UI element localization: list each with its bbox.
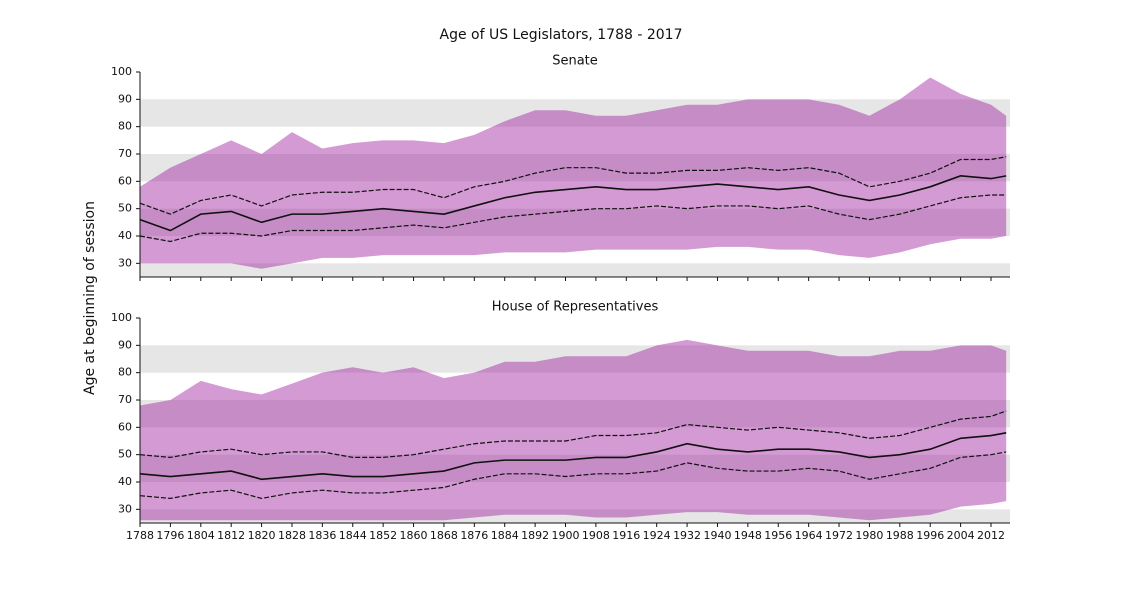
panel-title: Senate <box>552 54 598 69</box>
x-tick-label: 1900 <box>552 529 580 542</box>
y-tick-label: 100 <box>111 311 132 324</box>
background-band <box>140 345 1010 373</box>
x-tick-label: 1940 <box>703 529 731 542</box>
background-band <box>140 509 1010 523</box>
y-axis-label: Age at beginning of session <box>82 201 98 395</box>
quartile-line <box>139 410 1007 459</box>
x-tick-label: 1988 <box>886 529 914 542</box>
x-tick-label: 1852 <box>369 529 397 542</box>
x-tick-label: 1804 <box>187 529 215 542</box>
y-tick-label: 60 <box>118 174 132 187</box>
x-tick-label: 1788 <box>126 529 154 542</box>
y-tick-label: 100 <box>111 65 132 78</box>
background-band <box>140 99 1010 127</box>
median-line <box>139 432 1007 481</box>
x-tick-label: 1916 <box>612 529 640 542</box>
panel-title: House of Representatives <box>492 300 659 315</box>
x-tick-label: 1820 <box>248 529 276 542</box>
y-tick-label: 80 <box>118 366 132 379</box>
x-tick-label: 1924 <box>643 529 671 542</box>
x-tick-label: 1884 <box>491 529 519 542</box>
y-tick-label: 90 <box>118 92 132 105</box>
x-tick-label: 1860 <box>400 529 428 542</box>
x-tick-label: 1932 <box>673 529 701 542</box>
quartile-line <box>139 156 1007 215</box>
y-tick-label: 60 <box>118 420 132 433</box>
x-tick-label: 1908 <box>582 529 610 542</box>
background-band <box>140 263 1010 277</box>
quartile-line <box>139 451 1007 500</box>
x-tick-label: 1972 <box>825 529 853 542</box>
y-tick-label: 50 <box>118 448 132 461</box>
x-tick-label: 1892 <box>521 529 549 542</box>
x-tick-label: 1964 <box>795 529 823 542</box>
y-tick-label: 30 <box>118 502 132 515</box>
x-tick-label: 1868 <box>430 529 458 542</box>
x-tick-label: 2004 <box>947 529 975 542</box>
x-tick-label: 1876 <box>460 529 488 542</box>
age-range-area <box>140 339 1007 521</box>
age-range-area <box>140 77 1007 269</box>
y-tick-label: 90 <box>118 338 132 351</box>
x-tick-label: 1956 <box>764 529 792 542</box>
x-tick-label: 1828 <box>278 529 306 542</box>
x-tick-label: 1948 <box>734 529 762 542</box>
chart-title: Age of US Legislators, 1788 - 2017 <box>440 27 683 43</box>
x-tick-label: 1796 <box>156 529 184 542</box>
quartile-line <box>139 194 1007 243</box>
x-tick-label: 1812 <box>217 529 245 542</box>
y-tick-label: 40 <box>118 229 132 242</box>
y-tick-label: 70 <box>118 393 132 406</box>
y-tick-label: 40 <box>118 475 132 488</box>
median-line <box>139 175 1007 232</box>
y-tick-label: 70 <box>118 147 132 160</box>
x-tick-label: 2012 <box>977 529 1005 542</box>
x-tick-label: 1996 <box>916 529 944 542</box>
y-tick-label: 50 <box>118 202 132 215</box>
y-tick-label: 80 <box>118 120 132 133</box>
x-tick-label: 1980 <box>855 529 883 542</box>
y-tick-label: 30 <box>118 256 132 269</box>
x-tick-label: 1844 <box>339 529 367 542</box>
background-band <box>140 400 1010 428</box>
x-tick-label: 1836 <box>308 529 336 542</box>
